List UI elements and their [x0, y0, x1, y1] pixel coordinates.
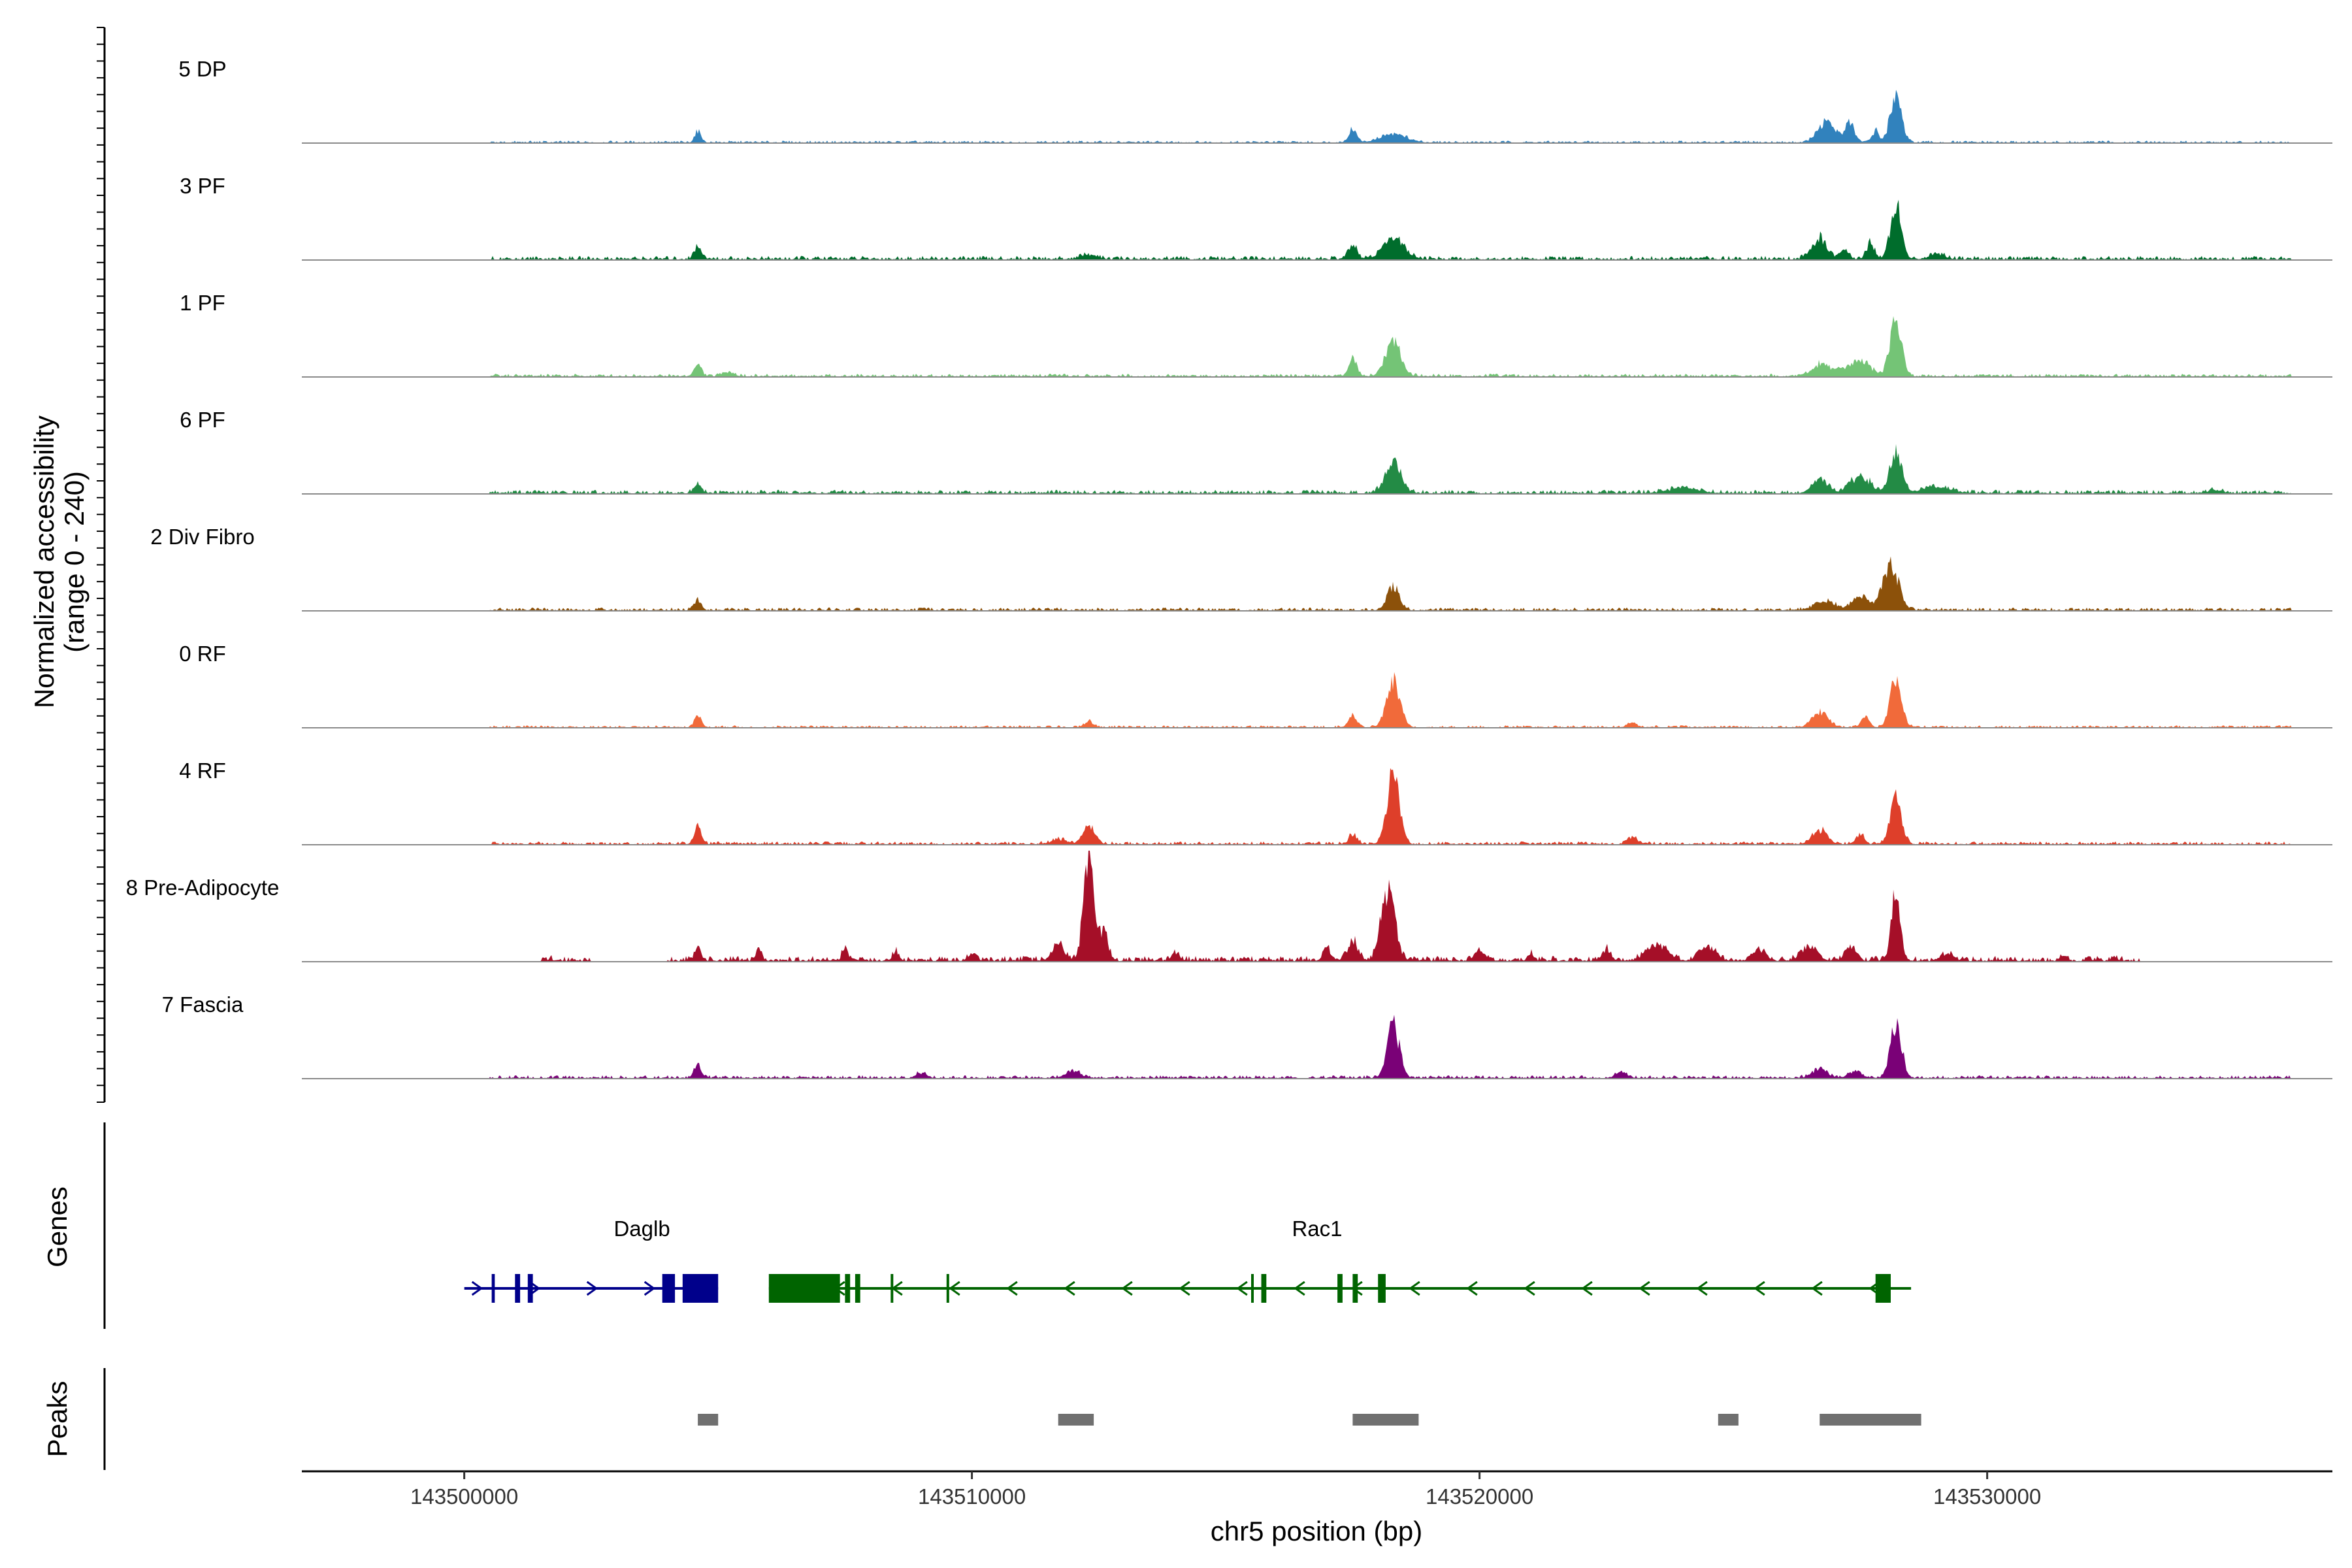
- gene-rac1: Rac1: [768, 1217, 1912, 1303]
- peak-region: [1352, 1414, 1419, 1426]
- x-tick-label: 143530000: [1933, 1484, 2041, 1509]
- gene-daglb: Daglb: [464, 1217, 719, 1303]
- strand-arrow: [471, 1281, 483, 1296]
- strand-arrow: [1179, 1281, 1190, 1296]
- genes-panel-title: Genes: [42, 1186, 73, 1267]
- strand-arrow: [1006, 1281, 1018, 1296]
- peak-region: [1718, 1414, 1739, 1426]
- y-axis-title-line1: Normalized accessibility: [29, 416, 59, 708]
- track-coverage-area: [302, 316, 2332, 377]
- strand-arrow: [644, 1281, 656, 1296]
- strand-arrow: [1524, 1281, 1535, 1296]
- gene-exon: [890, 1274, 894, 1303]
- x-axis-title: chr5 position (bp): [1211, 1516, 1423, 1546]
- strand-arrow: [1294, 1281, 1305, 1296]
- track-coverage-area: [302, 199, 2332, 260]
- track-label: 6 PF: [180, 408, 225, 432]
- track-3: 6 PF: [180, 408, 2332, 495]
- gene-exon: [855, 1274, 860, 1303]
- gene-exon: [845, 1274, 851, 1303]
- x-tick-label: 143510000: [918, 1484, 1026, 1509]
- gene-exon: [491, 1274, 495, 1303]
- x-tick-label: 143520000: [1426, 1484, 1533, 1509]
- track-label: 3 PF: [180, 174, 225, 198]
- y-axis-title-line2: (range 0 - 240): [59, 471, 90, 653]
- strand-arrow: [1754, 1281, 1765, 1296]
- peak-region: [698, 1414, 719, 1426]
- track-label: 7 Fascia: [162, 992, 244, 1017]
- x-tick-label: 143500000: [410, 1484, 518, 1509]
- gene-exon: [1337, 1274, 1343, 1303]
- peaks-panel-title: Peaks: [42, 1381, 73, 1458]
- strand-arrow: [1581, 1281, 1593, 1296]
- track-label: 4 RF: [179, 759, 226, 783]
- strand-arrow: [1811, 1281, 1823, 1296]
- track-coverage-area: [302, 851, 2332, 962]
- track-coverage-area: [302, 90, 2332, 143]
- peak-region: [1820, 1414, 1921, 1426]
- gene-exon: [515, 1274, 521, 1303]
- track-8: 7 Fascia: [162, 992, 2332, 1079]
- track-2: 1 PF: [180, 291, 2332, 378]
- gene-exon: [662, 1274, 676, 1303]
- track-label: 0 RF: [179, 642, 226, 666]
- strand-arrow: [586, 1281, 598, 1296]
- track-0: 5 DP: [178, 57, 2332, 144]
- gene-exon: [768, 1274, 840, 1303]
- strand-arrow: [1696, 1281, 1708, 1296]
- strand-arrow: [1064, 1281, 1075, 1296]
- gene-exon: [682, 1274, 719, 1303]
- track-coverage-area: [302, 556, 2332, 611]
- gene-exon: [527, 1274, 533, 1303]
- gene-exon: [1261, 1274, 1267, 1303]
- track-coverage-area: [302, 444, 2332, 494]
- strand-arrow: [1236, 1281, 1248, 1296]
- gene-exon: [1251, 1274, 1254, 1303]
- track-coverage-area: [302, 1015, 2332, 1079]
- track-coverage-area: [302, 672, 2332, 728]
- track-label: 1 PF: [180, 291, 225, 315]
- strand-arrow: [1639, 1281, 1650, 1296]
- track-label: 5 DP: [178, 57, 226, 81]
- strand-arrow: [949, 1281, 960, 1296]
- gene-exon: [1875, 1274, 1891, 1303]
- track-1: 3 PF: [180, 174, 2332, 261]
- track-6: 4 RF: [179, 759, 2332, 845]
- gene-exon: [946, 1274, 949, 1303]
- gene-name-label: Daglb: [613, 1217, 670, 1241]
- strand-arrow: [1121, 1281, 1133, 1296]
- track-7: 8 Pre-Adipocyte: [126, 851, 2332, 962]
- track-label: 2 Div Fibro: [150, 525, 255, 549]
- peak-region: [1058, 1414, 1094, 1426]
- track-5: 0 RF: [179, 642, 2332, 728]
- track-label: 8 Pre-Adipocyte: [126, 875, 280, 900]
- tracks-layer: 5 DP 3 PF 1 PF 6 PF 2 Div Fibro 0 RF 4 RF 8 Pre…: [126, 57, 2332, 1426]
- strand-arrow: [1466, 1281, 1478, 1296]
- gene-exon: [1378, 1274, 1386, 1303]
- strand-arrow: [1409, 1281, 1420, 1296]
- track-4: 2 Div Fibro: [150, 525, 2332, 612]
- axis-layer: 143500000 143510000 143520000 143530000: [97, 27, 2332, 1509]
- track-coverage-area: [302, 768, 2332, 845]
- gene-exon: [1352, 1274, 1358, 1303]
- gene-name-label: Rac1: [1292, 1217, 1342, 1241]
